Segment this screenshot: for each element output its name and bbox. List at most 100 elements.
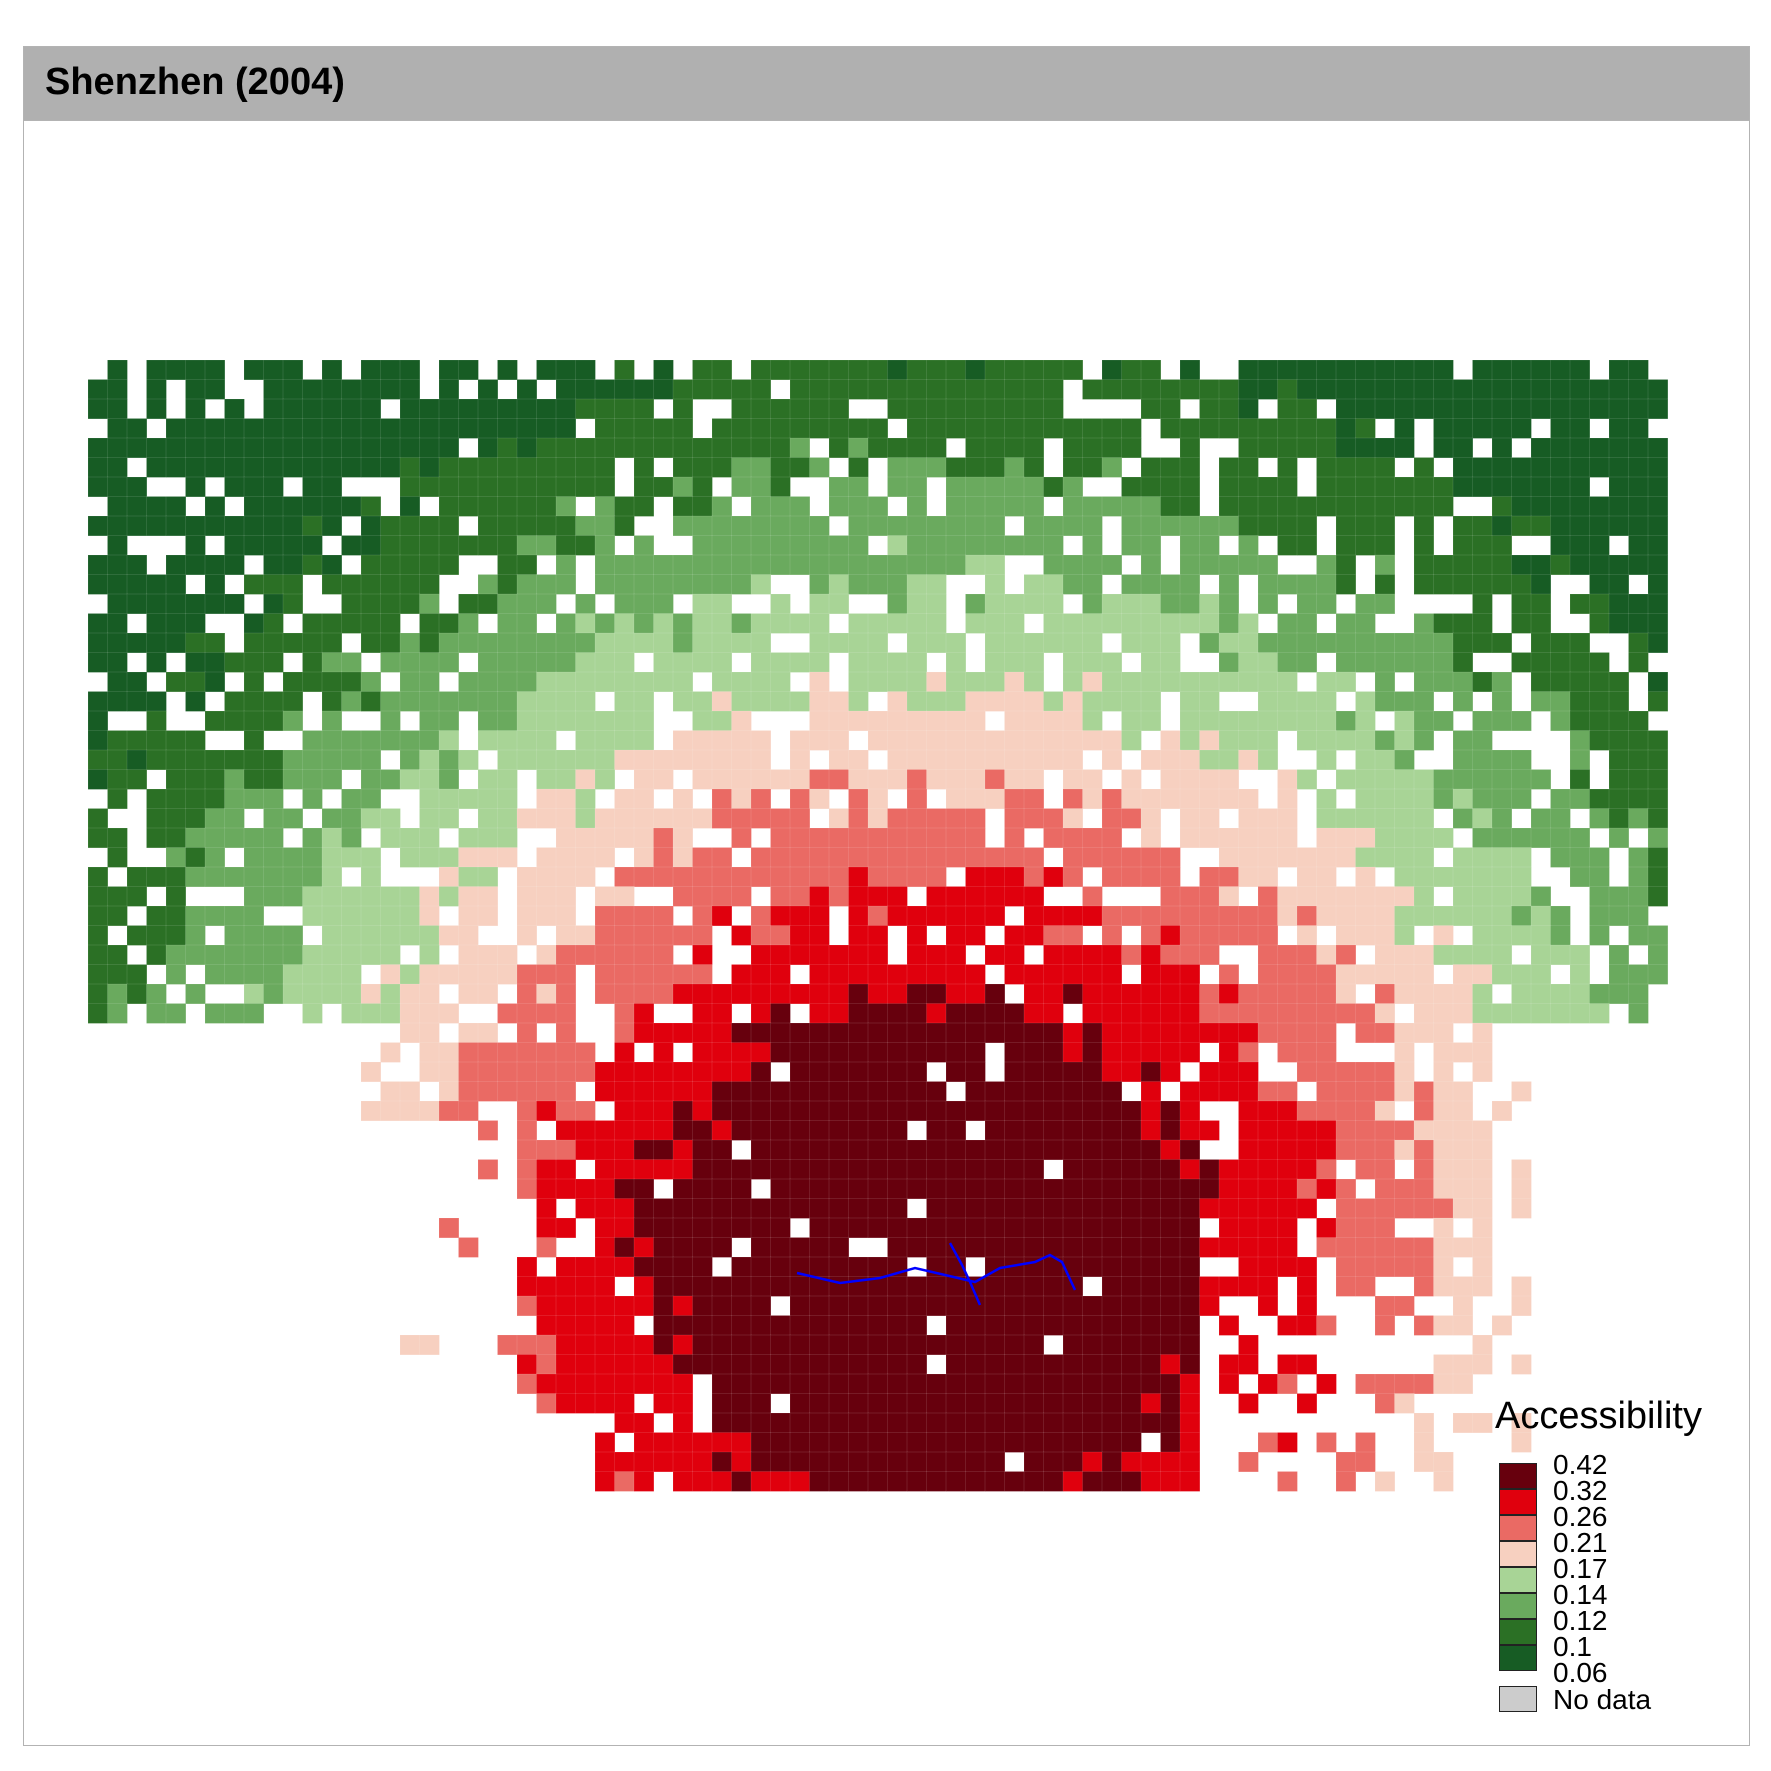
- grid-cell: [984, 1198, 1006, 1219]
- grid-cell: [1238, 496, 1259, 517]
- grid-cell: [926, 359, 947, 381]
- grid-cell: [1628, 808, 1649, 829]
- grid-cell: [1257, 437, 1279, 459]
- grid-cell: [945, 788, 967, 810]
- grid-cell: [1257, 1139, 1279, 1161]
- grid-cell: [770, 1178, 791, 1200]
- grid-cell: [750, 905, 772, 927]
- grid-cell: [867, 788, 889, 810]
- grid-cell: [1355, 1022, 1376, 1044]
- grid-cell: [809, 535, 830, 556]
- grid-cell: [809, 905, 830, 927]
- grid-cell: [828, 769, 850, 790]
- grid-cell: [750, 1081, 772, 1102]
- grid-cell: [1140, 905, 1162, 927]
- grid-cell: [399, 379, 421, 400]
- grid-cell: [672, 398, 694, 420]
- grid-cell: [1218, 554, 1240, 576]
- grid-cell: [1160, 925, 1181, 946]
- grid-cell: [1043, 730, 1064, 751]
- grid-cell: [1296, 1315, 1318, 1336]
- grid-cell: [321, 827, 343, 849]
- grid-cell: [906, 1373, 928, 1395]
- grid-cell: [185, 554, 206, 576]
- grid-cell: [360, 613, 382, 634]
- grid-cell: [438, 847, 460, 868]
- grid-cell: [750, 1198, 772, 1219]
- grid-cell: [692, 1178, 713, 1200]
- grid-cell: [263, 398, 284, 420]
- grid-cell: [1452, 964, 1474, 985]
- grid-cell: [1316, 1178, 1337, 1200]
- grid-cell: [711, 847, 733, 868]
- grid-cell: [1140, 379, 1162, 400]
- grid-cell: [555, 671, 577, 693]
- grid-cell: [848, 359, 869, 381]
- grid-cell: [516, 749, 538, 771]
- grid-cell: [653, 1451, 674, 1473]
- grid-cell: [380, 632, 401, 654]
- grid-cell: [965, 749, 986, 771]
- grid-cell: [243, 437, 265, 459]
- grid-cell: [302, 944, 323, 966]
- grid-cell: [1335, 1003, 1357, 1024]
- grid-cell: [360, 847, 382, 868]
- grid-cell: [692, 866, 713, 888]
- grid-cell: [594, 515, 616, 537]
- grid-cell: [575, 379, 596, 400]
- grid-cell: [555, 496, 577, 517]
- grid-cell: [1082, 379, 1103, 400]
- grid-cell: [1433, 788, 1454, 810]
- grid-cell: [1647, 574, 1669, 595]
- legend-swatch-2: [1499, 1489, 1537, 1515]
- grid-cell: [672, 671, 694, 693]
- grid-cell: [867, 905, 889, 927]
- grid-cell: [1238, 515, 1259, 537]
- grid-cell: [243, 476, 265, 498]
- grid-cell: [848, 613, 869, 634]
- legend-swatch-3: [1499, 1515, 1537, 1541]
- grid-cell: [1199, 1022, 1220, 1044]
- grid-cell: [1413, 1003, 1435, 1024]
- grid-cell: [1647, 808, 1669, 829]
- grid-cell: [1647, 632, 1669, 654]
- grid-cell: [1374, 652, 1396, 673]
- grid-cell: [672, 808, 694, 829]
- grid-cell: [1433, 1276, 1454, 1297]
- grid-cell: [263, 359, 284, 381]
- grid-cell: [731, 749, 752, 771]
- grid-cell: [536, 1334, 557, 1356]
- grid-cell: [438, 554, 460, 576]
- grid-cell: [458, 944, 479, 966]
- grid-cell: [1374, 1100, 1396, 1122]
- grid-cell: [1355, 613, 1376, 634]
- grid-cell: [1491, 1100, 1513, 1122]
- legend-swatch-5: [1499, 1567, 1537, 1593]
- grid-cell: [1101, 1022, 1123, 1044]
- grid-cell: [692, 1061, 713, 1083]
- grid-cell: [984, 1471, 1006, 1492]
- grid-cell: [1082, 730, 1103, 751]
- grid-cell: [1550, 359, 1571, 381]
- grid-cell: [789, 1061, 811, 1083]
- grid-cell: [1160, 671, 1181, 693]
- grid-cell: [1004, 1081, 1025, 1102]
- grid-cell: [867, 1159, 889, 1180]
- grid-cell: [497, 808, 518, 829]
- grid-cell: [399, 1003, 421, 1024]
- grid-cell: [516, 691, 538, 712]
- grid-cell: [828, 359, 850, 381]
- grid-cell: [204, 710, 226, 732]
- grid-cell: [1452, 1276, 1474, 1297]
- grid-cell: [672, 1120, 694, 1141]
- grid-cell: [633, 1022, 655, 1044]
- grid-cell: [926, 1159, 947, 1180]
- grid-cell: [1374, 515, 1396, 537]
- grid-cell: [1394, 1061, 1415, 1083]
- grid-cell: [692, 983, 713, 1005]
- grid-cell: [867, 1003, 889, 1024]
- grid-cell: [165, 593, 187, 615]
- grid-cell: [1257, 710, 1279, 732]
- grid-cell: [848, 749, 869, 771]
- grid-cell: [1472, 730, 1493, 751]
